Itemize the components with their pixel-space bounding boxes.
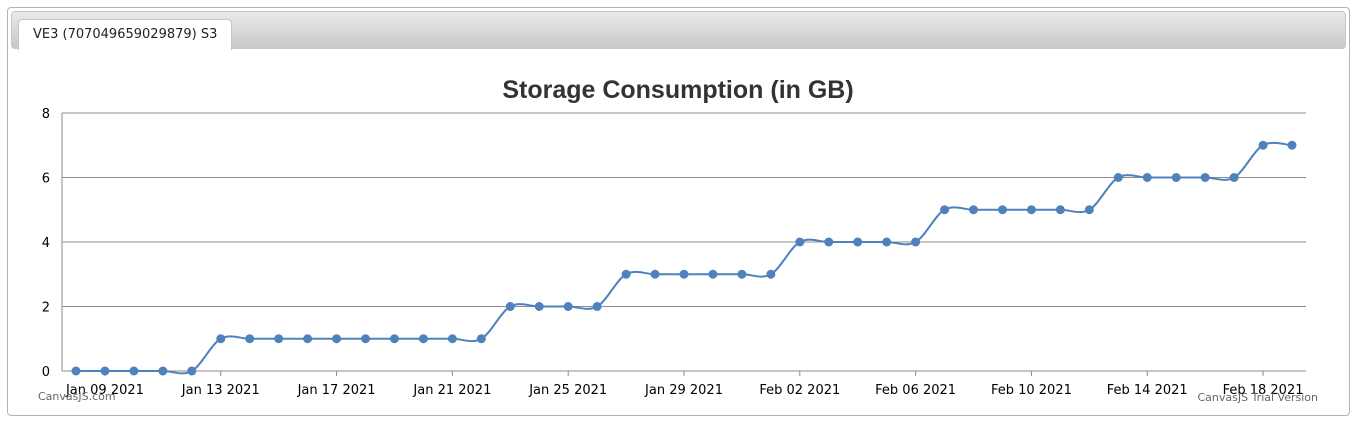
data-point bbox=[563, 302, 573, 311]
data-point bbox=[418, 334, 428, 344]
data-point bbox=[332, 334, 342, 344]
data-point bbox=[274, 334, 284, 344]
data-point bbox=[158, 366, 168, 376]
data-point bbox=[795, 237, 805, 247]
data-point bbox=[1229, 173, 1239, 182]
x-tick-label: Feb 18 2021 bbox=[1223, 383, 1304, 398]
data-point bbox=[505, 302, 515, 311]
data-point bbox=[997, 205, 1007, 215]
chart-title: Storage Consumption (in GB) bbox=[502, 76, 853, 104]
x-axis-ticks: Jan 09 2021 Jan 13 2021 Jan 17 2021 Jan 21 … bbox=[65, 383, 1304, 398]
x-tick-label: Feb 06 2021 bbox=[875, 383, 956, 398]
data-point bbox=[621, 269, 631, 279]
data-point bbox=[940, 205, 950, 215]
data-point bbox=[447, 334, 457, 344]
data-point bbox=[824, 237, 834, 247]
credit-right: CanvasJS Trial Version bbox=[1197, 391, 1318, 404]
x-tick-label: Feb 14 2021 bbox=[1107, 383, 1188, 398]
data-point bbox=[1084, 205, 1094, 215]
grid-lines bbox=[62, 112, 1306, 307]
tab-bar: VE3 (707049659029879) S3 bbox=[11, 11, 1346, 50]
axes bbox=[61, 113, 1306, 376]
data-point bbox=[303, 334, 313, 344]
x-tick-label: Jan 09 2021 bbox=[65, 383, 144, 398]
data-point bbox=[1287, 140, 1297, 150]
data-point bbox=[969, 205, 979, 215]
data-point bbox=[708, 269, 718, 279]
data-point bbox=[1258, 140, 1268, 150]
data-point bbox=[650, 269, 660, 279]
data-point bbox=[129, 366, 139, 376]
x-tick-label: Jan 13 2021 bbox=[181, 383, 260, 398]
data-point bbox=[1171, 173, 1181, 182]
data-point bbox=[911, 237, 921, 247]
y-axis-ticks: 0 2 4 6 8 bbox=[42, 107, 50, 380]
data-point bbox=[1026, 205, 1036, 215]
y-tick-label: 2 bbox=[42, 301, 50, 316]
tab-ve3[interactable]: VE3 (707049659029879) S3 bbox=[18, 19, 233, 50]
y-tick-label: 0 bbox=[42, 365, 50, 380]
data-point bbox=[100, 366, 110, 376]
y-tick-label: 8 bbox=[42, 107, 50, 122]
data-point bbox=[1055, 205, 1065, 215]
data-point bbox=[216, 334, 226, 344]
data-point bbox=[245, 334, 255, 344]
data-point bbox=[679, 269, 689, 279]
data-point bbox=[592, 302, 602, 311]
y-tick-label: 6 bbox=[42, 172, 50, 187]
series-storage bbox=[71, 140, 1297, 376]
x-tick-label: Feb 10 2021 bbox=[991, 383, 1072, 398]
x-tick-label: Feb 02 2021 bbox=[759, 383, 840, 398]
data-point bbox=[882, 237, 892, 247]
data-point bbox=[1113, 173, 1123, 182]
chart-panel: VE3 (707049659029879) S3 bbox=[7, 7, 1350, 416]
data-point bbox=[1142, 173, 1152, 182]
data-point bbox=[534, 302, 544, 311]
data-point bbox=[853, 237, 863, 247]
credit-left: CanvasJS.com bbox=[38, 390, 116, 403]
data-point bbox=[737, 269, 747, 279]
data-point bbox=[389, 334, 399, 344]
data-point bbox=[71, 366, 81, 376]
y-tick-label: 4 bbox=[42, 236, 50, 251]
x-tick-label: Jan 29 2021 bbox=[644, 383, 723, 398]
x-tick-label: Jan 17 2021 bbox=[297, 383, 376, 398]
x-tick-label: Jan 21 2021 bbox=[412, 383, 491, 398]
data-point bbox=[766, 269, 776, 279]
data-point bbox=[187, 366, 197, 376]
x-tick-label: Jan 25 2021 bbox=[528, 383, 607, 398]
data-point bbox=[1200, 173, 1210, 182]
data-point bbox=[476, 334, 486, 344]
data-point bbox=[361, 334, 371, 344]
